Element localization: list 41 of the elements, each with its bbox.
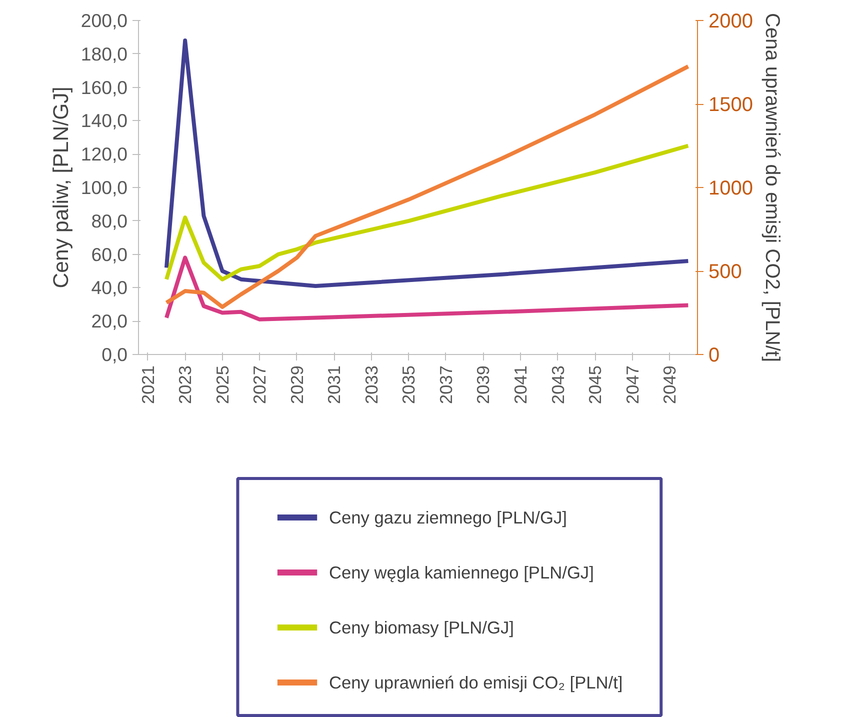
x-tick-label: 2027 [250,365,270,404]
x-tick-label: 2047 [622,365,642,404]
line-series [164,256,690,322]
y2-tick-label: 1000 [708,178,753,200]
y2-tick-label: 500 [708,261,742,283]
x-tick-label: 2045 [585,365,606,404]
y-tick-label: 20,0 [91,310,128,332]
y-tick-label: 140,0 [80,110,128,132]
legend-label: Ceny uprawnień do emisji CO₂ [PLN/t] [329,672,623,692]
y-tick-label: 80,0 [91,210,128,232]
x-tick-label: 2031 [324,365,344,404]
x-tick-label: 2021 [138,365,158,404]
x-tick-label: 2049 [660,365,680,404]
x-tick-label: 2035 [398,365,419,404]
y-tick-label: 160,0 [80,76,128,98]
x-tick-label: 2023 [175,365,196,404]
line-series [164,38,690,288]
x-tick-label: 2033 [361,365,382,404]
y2-tick-label: 2000 [708,10,753,32]
line-series [164,64,690,309]
x-tick-label: 2037 [436,365,456,404]
line-series [164,144,690,282]
legend-label: Ceny gazu ziemnego [PLN/GJ] [329,508,567,528]
y2-tick-label: 0 [708,344,720,366]
y2-axis-title: Cena uprawnień do emisji CO2, [PLN/t] [760,12,783,362]
x-tick-label: 2041 [510,365,530,404]
x-tick-label: 2029 [286,365,307,404]
y-tick-label: 180,0 [80,43,128,64]
y2-tick-label: 1500 [708,94,753,116]
legend-label: Ceny biomasy [PLN/GJ] [329,618,514,638]
legend-label: Ceny węgla kamiennego [PLN/GJ] [329,562,594,582]
y-tick-label: 200,0 [80,10,128,31]
y-tick-label: 100,0 [80,177,128,198]
x-tick-label: 2039 [473,365,494,404]
x-tick-label: 2043 [548,365,568,404]
x-tick-label: 2025 [212,365,232,404]
y-tick-label: 120,0 [80,144,128,165]
y-axis-title: Ceny paliw, [PLN/GJ] [48,86,73,288]
y-tick-label: 0,0 [102,344,128,365]
y-tick-label: 60,0 [91,244,128,265]
y-tick-label: 40,0 [91,277,128,298]
